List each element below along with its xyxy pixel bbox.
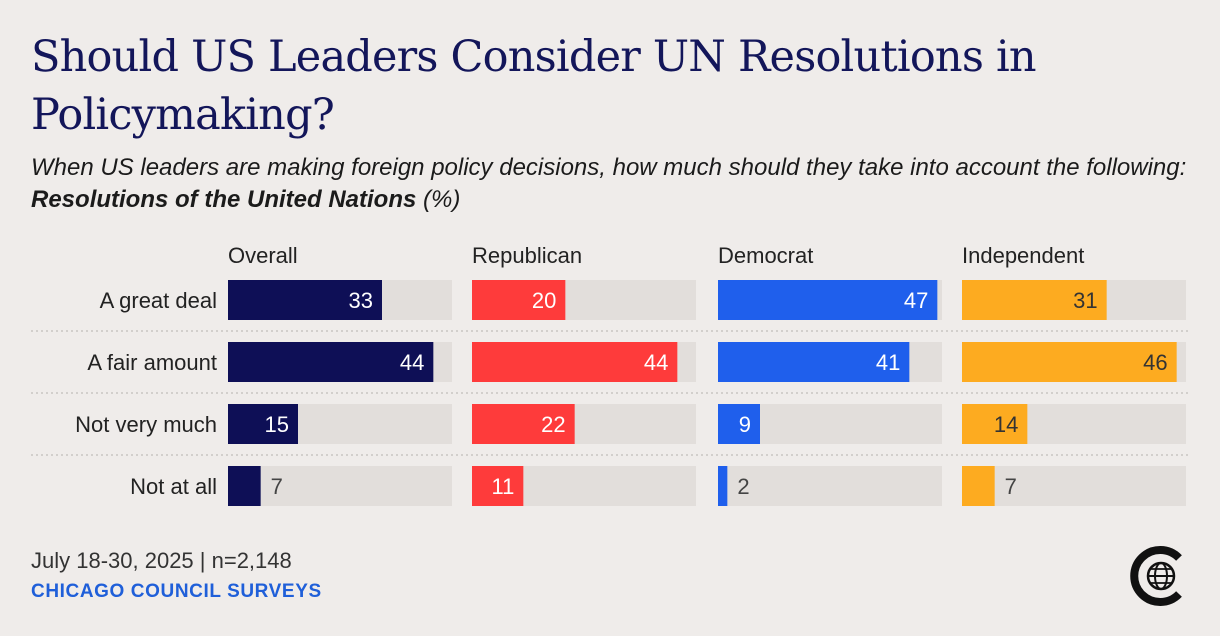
data-label: 7	[271, 474, 283, 499]
bar	[472, 280, 566, 320]
data-label: 20	[532, 288, 556, 313]
category-label: A great deal	[100, 288, 217, 313]
data-label: 14	[994, 412, 1018, 437]
subtitle-question: When US leaders are making foreign polic…	[31, 154, 1187, 181]
bar-chart: Overall Republican Democrat Independent A gr…	[31, 243, 1188, 506]
series-header-independent: Independent	[962, 243, 1084, 268]
chart-title: Should US Leaders Consider UN Resolution…	[31, 32, 1037, 140]
chart-subtitle: When US leaders are making foreign polic…	[31, 152, 1201, 216]
bar-track	[962, 466, 1186, 506]
data-label: 2	[737, 474, 749, 499]
bar	[962, 404, 1028, 444]
category-label: Not at all	[130, 474, 217, 499]
series-header-republican: Republican	[472, 243, 582, 268]
data-label: 9	[739, 412, 751, 437]
bar	[228, 342, 434, 382]
survey-dates-sample: July 18-30, 2025 | n=2,148	[31, 548, 292, 573]
bar	[962, 466, 995, 506]
series-header-overall: Overall	[228, 243, 298, 268]
bar	[472, 466, 524, 506]
bar	[228, 280, 382, 320]
bar	[228, 404, 298, 444]
data-label: 44	[400, 350, 424, 375]
category-label: Not very much	[75, 412, 217, 437]
data-label: 31	[1073, 288, 1097, 313]
subtitle-unit: (%)	[416, 186, 461, 213]
data-label: 46	[1143, 350, 1167, 375]
bar	[472, 342, 678, 382]
data-label: 7	[1005, 474, 1017, 499]
source-label: CHICAGO COUNCIL SURVEYS	[31, 581, 322, 602]
subtitle-item: Resolutions of the United Nations	[31, 186, 417, 213]
bar	[718, 342, 910, 382]
data-label: 44	[644, 350, 668, 375]
category-label: A fair amount	[87, 350, 217, 375]
bar-track	[718, 466, 942, 506]
chicago-council-globe-logo-icon	[1130, 546, 1182, 606]
bar	[962, 342, 1177, 382]
bar	[472, 404, 575, 444]
bar	[962, 280, 1107, 320]
data-label: 11	[491, 474, 514, 499]
data-label: 47	[904, 288, 928, 313]
data-label: 22	[541, 412, 565, 437]
bar	[718, 280, 938, 320]
bar	[718, 404, 760, 444]
series-header-democrat: Democrat	[718, 243, 813, 268]
data-label: 41	[876, 350, 900, 375]
bar	[228, 466, 261, 506]
data-label: 33	[349, 288, 373, 313]
data-label: 15	[265, 412, 289, 437]
bar-track	[228, 466, 452, 506]
bar	[718, 466, 728, 506]
